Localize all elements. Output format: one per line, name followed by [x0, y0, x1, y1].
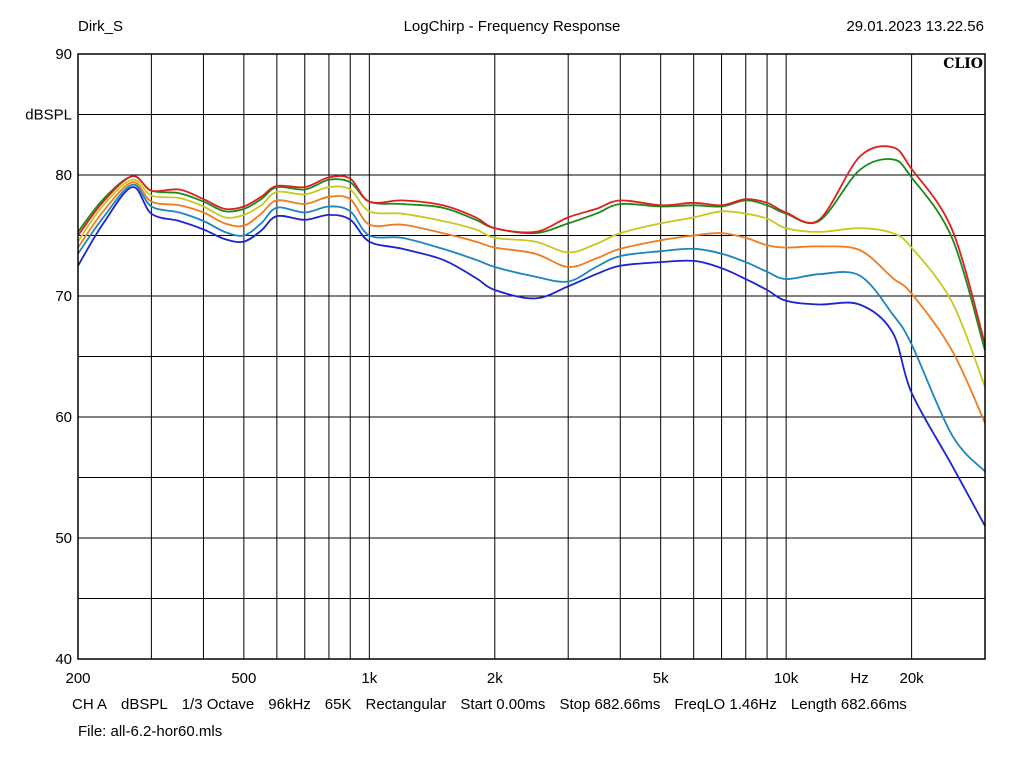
x-tick-label: 20k [900, 670, 925, 687]
x-tick-label: 500 [231, 670, 256, 687]
grid-layer [78, 54, 985, 659]
x-tick-label: 1k [361, 670, 377, 687]
y-tick-label: 50 [55, 530, 72, 547]
series-line-5 [77, 183, 986, 473]
footer-setting-item: CH A [72, 696, 108, 713]
clio-logo: CLIO [943, 56, 983, 72]
series-line-4 [77, 181, 986, 424]
series-line-3 [77, 178, 986, 388]
y-tick-label: 40 [55, 651, 72, 668]
y-tick-label: 70 [55, 288, 72, 305]
series-layer [77, 145, 986, 527]
y-tick-label: 80 [55, 167, 72, 184]
chart-title: LogChirp - Frequency Response [403, 18, 621, 35]
plot-frame [77, 53, 986, 660]
footer-setting-item: 96kHz [268, 696, 311, 713]
footer-setting-item: FreqLO 1.46Hz [674, 696, 777, 713]
footer-setting-item: Rectangular [365, 696, 447, 713]
label-layer: 200 500 1k 2k 5k 10k Hz 20k 90 80 70 60 50 40 dBSPL [25, 46, 924, 687]
series-line-1 [77, 145, 986, 345]
footer-setting-item: dBSPL [121, 696, 168, 713]
x-tick-label: 10k [774, 670, 799, 687]
y-tick-label: 60 [55, 409, 72, 426]
footer-setting-item: Stop 682.66ms [559, 696, 661, 713]
x-tick-label: Hz [850, 670, 868, 687]
measurement-settings: CH A dBSPL 1/3 Octave 96kHz 65K Rectangular St… [72, 696, 921, 713]
footer-setting-item: Start 0.00ms [460, 696, 546, 713]
x-tick-label: 200 [65, 670, 90, 687]
x-tick-label: 5k [653, 670, 669, 687]
user-name-label: Dirk_S [78, 18, 124, 35]
footer-setting-item: 65K [324, 696, 352, 713]
timestamp-label: 29.01.2023 13.22.56 [846, 18, 984, 35]
footer-setting-item: Length 682.66ms [790, 696, 907, 713]
series-line-6 [77, 186, 986, 527]
x-tick-label: 2k [487, 670, 503, 687]
footer-setting-item: 1/3 Octave [181, 696, 255, 713]
file-name-label: File: all-6.2-hor60.mls [78, 723, 223, 740]
series-line-2 [77, 158, 986, 351]
y-tick-label: 90 [55, 46, 72, 63]
y-axis-label: dBSPL [25, 107, 72, 124]
